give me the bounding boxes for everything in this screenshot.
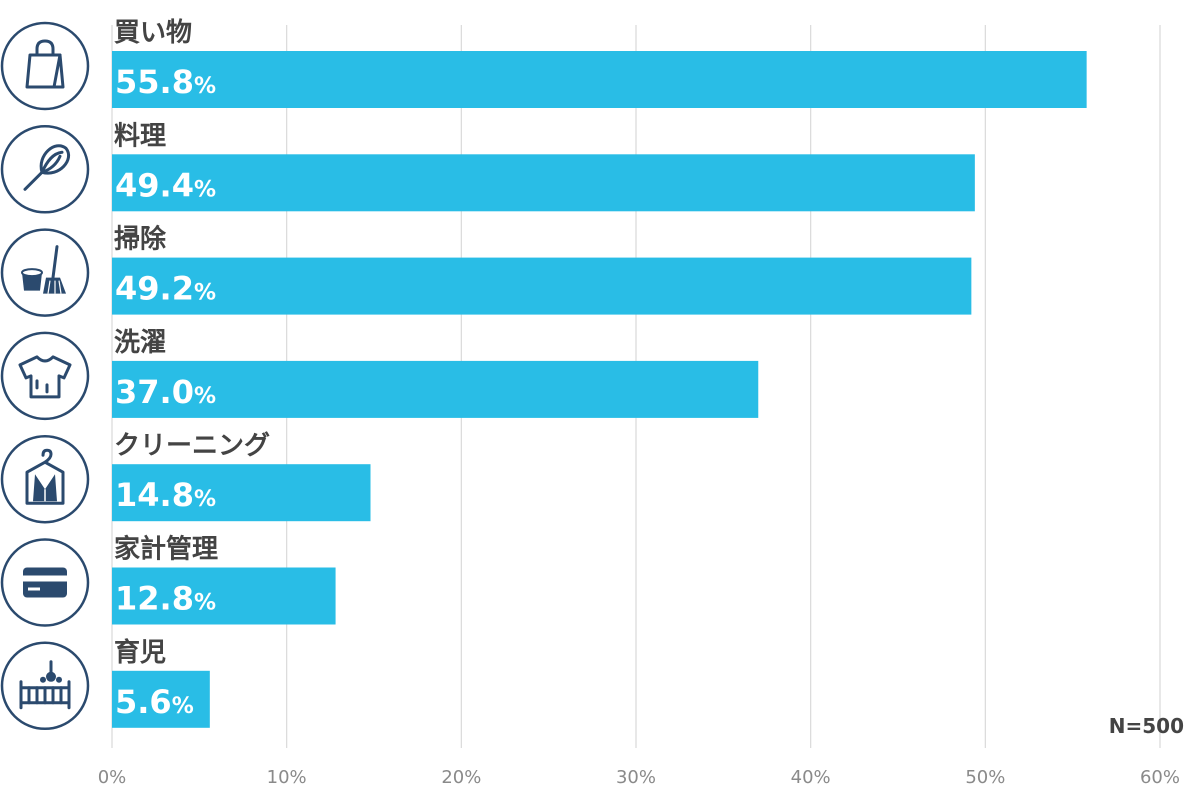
category-label: クリーニング	[114, 431, 270, 461]
category-icons	[0, 21, 90, 731]
credit-card-icon	[0, 538, 90, 627]
value-label: 55.8%	[115, 63, 216, 101]
category-label: 買い物	[114, 18, 192, 48]
bar	[112, 154, 975, 212]
bar	[112, 464, 371, 522]
garment-bag-icon	[0, 434, 90, 524]
category-label: 掃除	[114, 224, 167, 255]
bar	[112, 51, 1087, 108]
category-label: 家計管理	[114, 534, 218, 565]
value-label: 37.0%	[115, 373, 216, 411]
x-axis-ticks: 0% 10% 20% 30% 40% 50% 60%	[98, 767, 1180, 788]
t-shirt-icon	[0, 331, 90, 421]
category-label: 料理	[114, 121, 166, 151]
bar	[112, 567, 336, 625]
category-label: 育児	[114, 637, 166, 668]
value-label: 49.2%	[115, 270, 216, 308]
crib-icon	[0, 641, 90, 731]
whisk-icon	[0, 125, 90, 214]
value-label: 5.6%	[115, 683, 194, 721]
value-label: 14.8%	[115, 476, 216, 514]
x-tick-label: 40%	[791, 767, 831, 788]
value-label: 12.8%	[115, 580, 216, 618]
shopping-bag-icon	[0, 21, 90, 111]
x-tick-label: 0%	[98, 767, 127, 788]
x-tick-label: 60%	[1140, 767, 1180, 788]
bar	[112, 670, 210, 728]
x-tick-label: 30%	[616, 767, 656, 788]
bar	[112, 257, 972, 315]
x-tick-label: 10%	[267, 767, 307, 788]
bucket-broom-icon	[0, 228, 90, 317]
x-tick-label: 50%	[965, 767, 1005, 788]
x-tick-label: 20%	[441, 767, 481, 788]
sample-size-note: N=500	[1109, 714, 1184, 738]
bars: 買い物 55.8% 料理 49.4% 掃除 49.2% 洗濯 37.0% クリーニング 14.8%…	[112, 18, 1087, 728]
value-label: 49.4%	[115, 166, 216, 204]
category-label: 洗濯	[114, 328, 166, 358]
bar	[112, 360, 759, 418]
